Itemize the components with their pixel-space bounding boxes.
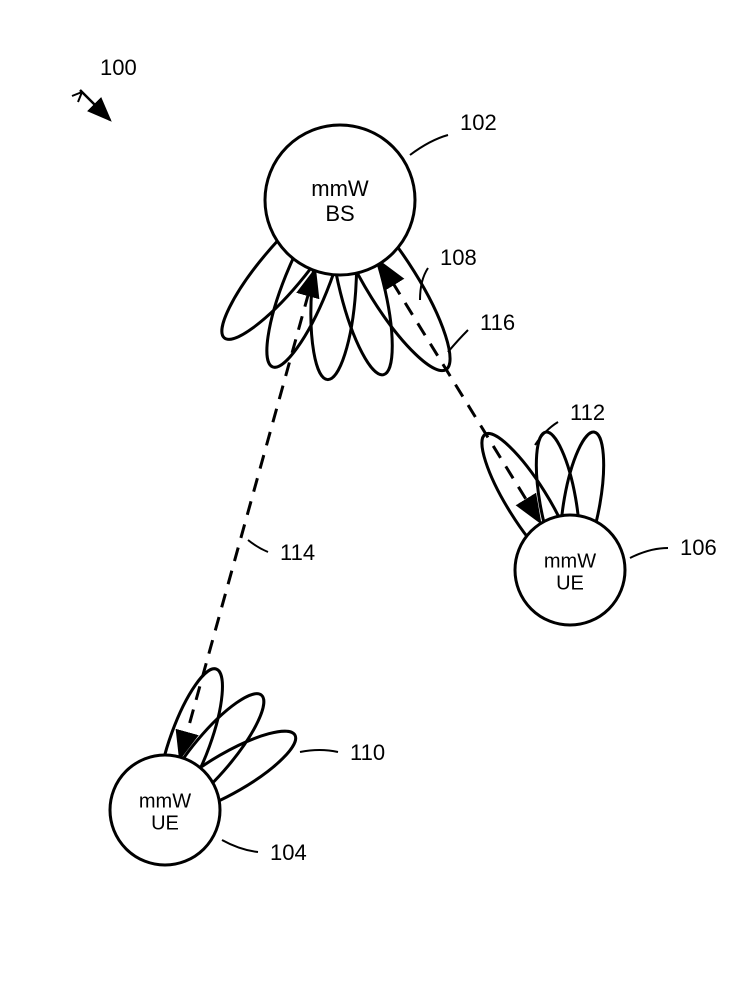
label-108: 108 xyxy=(420,245,477,300)
svg-text:112: 112 xyxy=(570,400,605,425)
svg-text:104: 104 xyxy=(270,840,307,865)
svg-text:106: 106 xyxy=(680,535,717,560)
svg-text:102: 102 xyxy=(460,110,497,135)
label-106: 106 xyxy=(630,535,717,560)
label-102: 102 xyxy=(410,110,497,155)
bs-label-line1: mmW xyxy=(311,176,369,201)
svg-text:108: 108 xyxy=(440,245,477,270)
ue1-label-line1: mmW xyxy=(139,790,191,812)
bs-label-line2: BS xyxy=(325,201,354,226)
label-110: 110 xyxy=(300,740,385,765)
svg-text:110: 110 xyxy=(350,740,385,765)
link-116 xyxy=(380,262,540,522)
link-114 xyxy=(180,270,315,758)
ue1-node: mmW UE xyxy=(110,755,220,865)
label-112: 112 xyxy=(535,400,605,445)
svg-text:116: 116 xyxy=(480,310,515,335)
beamforming-diagram: 100 mmW BS mmW UE m xyxy=(0,0,731,1000)
label-104: 104 xyxy=(222,840,307,865)
bs-node: mmW BS xyxy=(265,125,415,275)
figure-number-indicator: 100 xyxy=(72,55,137,120)
ue2-label-line1: mmW xyxy=(544,550,596,572)
figure-number-label: 100 xyxy=(100,55,137,80)
svg-text:114: 114 xyxy=(280,540,315,565)
ue2-label-line2: UE xyxy=(556,572,584,594)
ue2-node: mmW UE xyxy=(515,515,625,625)
label-114: 114 xyxy=(248,540,315,565)
ue1-label-line2: UE xyxy=(151,812,179,834)
label-116: 116 xyxy=(448,310,515,352)
